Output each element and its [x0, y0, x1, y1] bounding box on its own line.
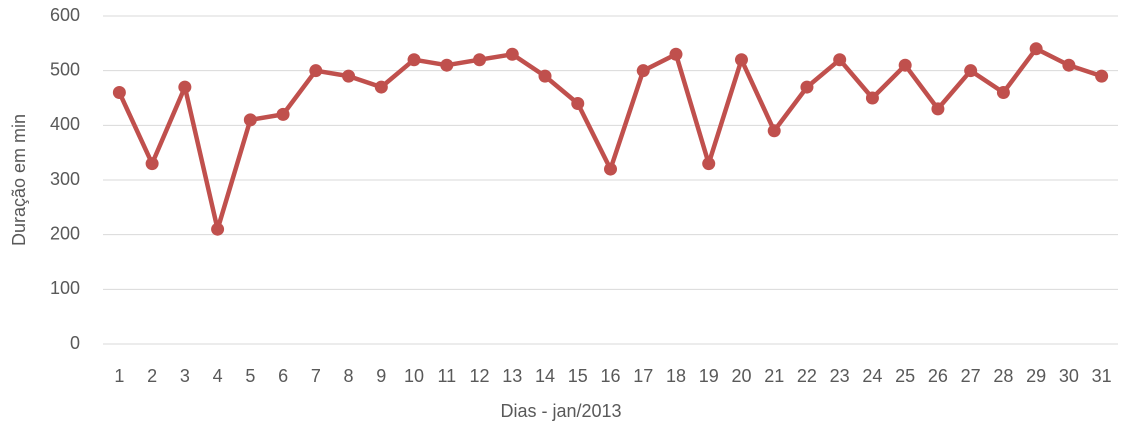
x-tick-label: 29	[1026, 366, 1046, 386]
y-tick-label: 600	[50, 5, 80, 25]
x-tick-label: 4	[213, 366, 223, 386]
point-marker	[538, 69, 552, 83]
x-tick-label: 1	[114, 366, 124, 386]
y-tick-label: 200	[50, 223, 80, 243]
point-marker	[309, 64, 323, 78]
x-tick-label: 8	[344, 366, 354, 386]
x-tick-label: 13	[502, 366, 522, 386]
y-axis-label: Duração em min	[9, 114, 29, 246]
y-tick-label: 0	[70, 333, 80, 353]
point-marker	[1029, 42, 1043, 56]
point-marker	[1095, 69, 1109, 83]
point-marker	[243, 113, 257, 127]
y-tick-label: 300	[50, 169, 80, 189]
x-tick-label: 24	[862, 366, 882, 386]
point-marker	[996, 86, 1010, 100]
x-axis-label: Dias - jan/2013	[500, 401, 621, 421]
x-tick-label: 30	[1059, 366, 1079, 386]
x-tick-label: 11	[437, 366, 456, 386]
point-marker	[505, 47, 519, 61]
x-tick-label: 27	[961, 366, 981, 386]
x-tick-label: 28	[993, 366, 1013, 386]
x-tick-label: 22	[797, 366, 817, 386]
point-marker	[964, 64, 978, 78]
point-marker	[112, 86, 126, 100]
point-marker	[440, 58, 454, 72]
point-marker	[604, 162, 617, 176]
point-marker	[833, 53, 847, 67]
point-marker	[767, 124, 781, 138]
point-marker	[211, 222, 225, 236]
x-tick-label: 7	[311, 366, 321, 386]
point-marker	[571, 96, 585, 110]
point-marker	[669, 47, 683, 61]
point-marker	[702, 157, 716, 171]
x-tick-label: 14	[535, 366, 555, 386]
point-marker	[342, 69, 356, 83]
x-tick-label: 18	[666, 366, 686, 386]
point-marker	[931, 102, 945, 116]
point-marker	[145, 157, 159, 171]
x-tick-label: 6	[278, 366, 288, 386]
point-marker	[473, 53, 487, 67]
x-tick-label: 2	[147, 366, 157, 386]
x-tick-label: 23	[830, 366, 850, 386]
point-marker	[898, 58, 912, 72]
x-tick-label: 31	[1092, 366, 1112, 386]
point-marker	[734, 53, 748, 67]
x-tick-label: 25	[895, 366, 915, 386]
x-tick-label: 19	[699, 366, 719, 386]
x-tick-label: 3	[180, 366, 190, 386]
y-tick-label: 500	[50, 59, 80, 79]
point-marker	[178, 80, 192, 94]
point-marker	[800, 80, 814, 94]
x-tick-label: 10	[404, 366, 424, 386]
point-marker	[865, 91, 879, 105]
point-marker	[407, 53, 421, 67]
line-series	[117, 46, 1103, 232]
point-marker	[1062, 58, 1076, 72]
x-tick-label: 9	[376, 366, 386, 386]
x-tick-label: 20	[731, 366, 751, 386]
point-marker	[276, 107, 290, 121]
x-tick-label: 26	[928, 366, 948, 386]
x-tick-label: 5	[245, 366, 255, 386]
point-marker	[374, 80, 388, 94]
x-tick-label: 17	[633, 366, 653, 386]
point-marker	[636, 64, 650, 78]
x-tick-label: 16	[600, 366, 620, 386]
y-tick-label: 400	[50, 114, 80, 134]
x-tick-label: 21	[764, 366, 784, 386]
y-tick-label: 100	[50, 278, 80, 298]
x-tick-label: 15	[568, 366, 588, 386]
x-tick-label: 12	[470, 366, 490, 386]
